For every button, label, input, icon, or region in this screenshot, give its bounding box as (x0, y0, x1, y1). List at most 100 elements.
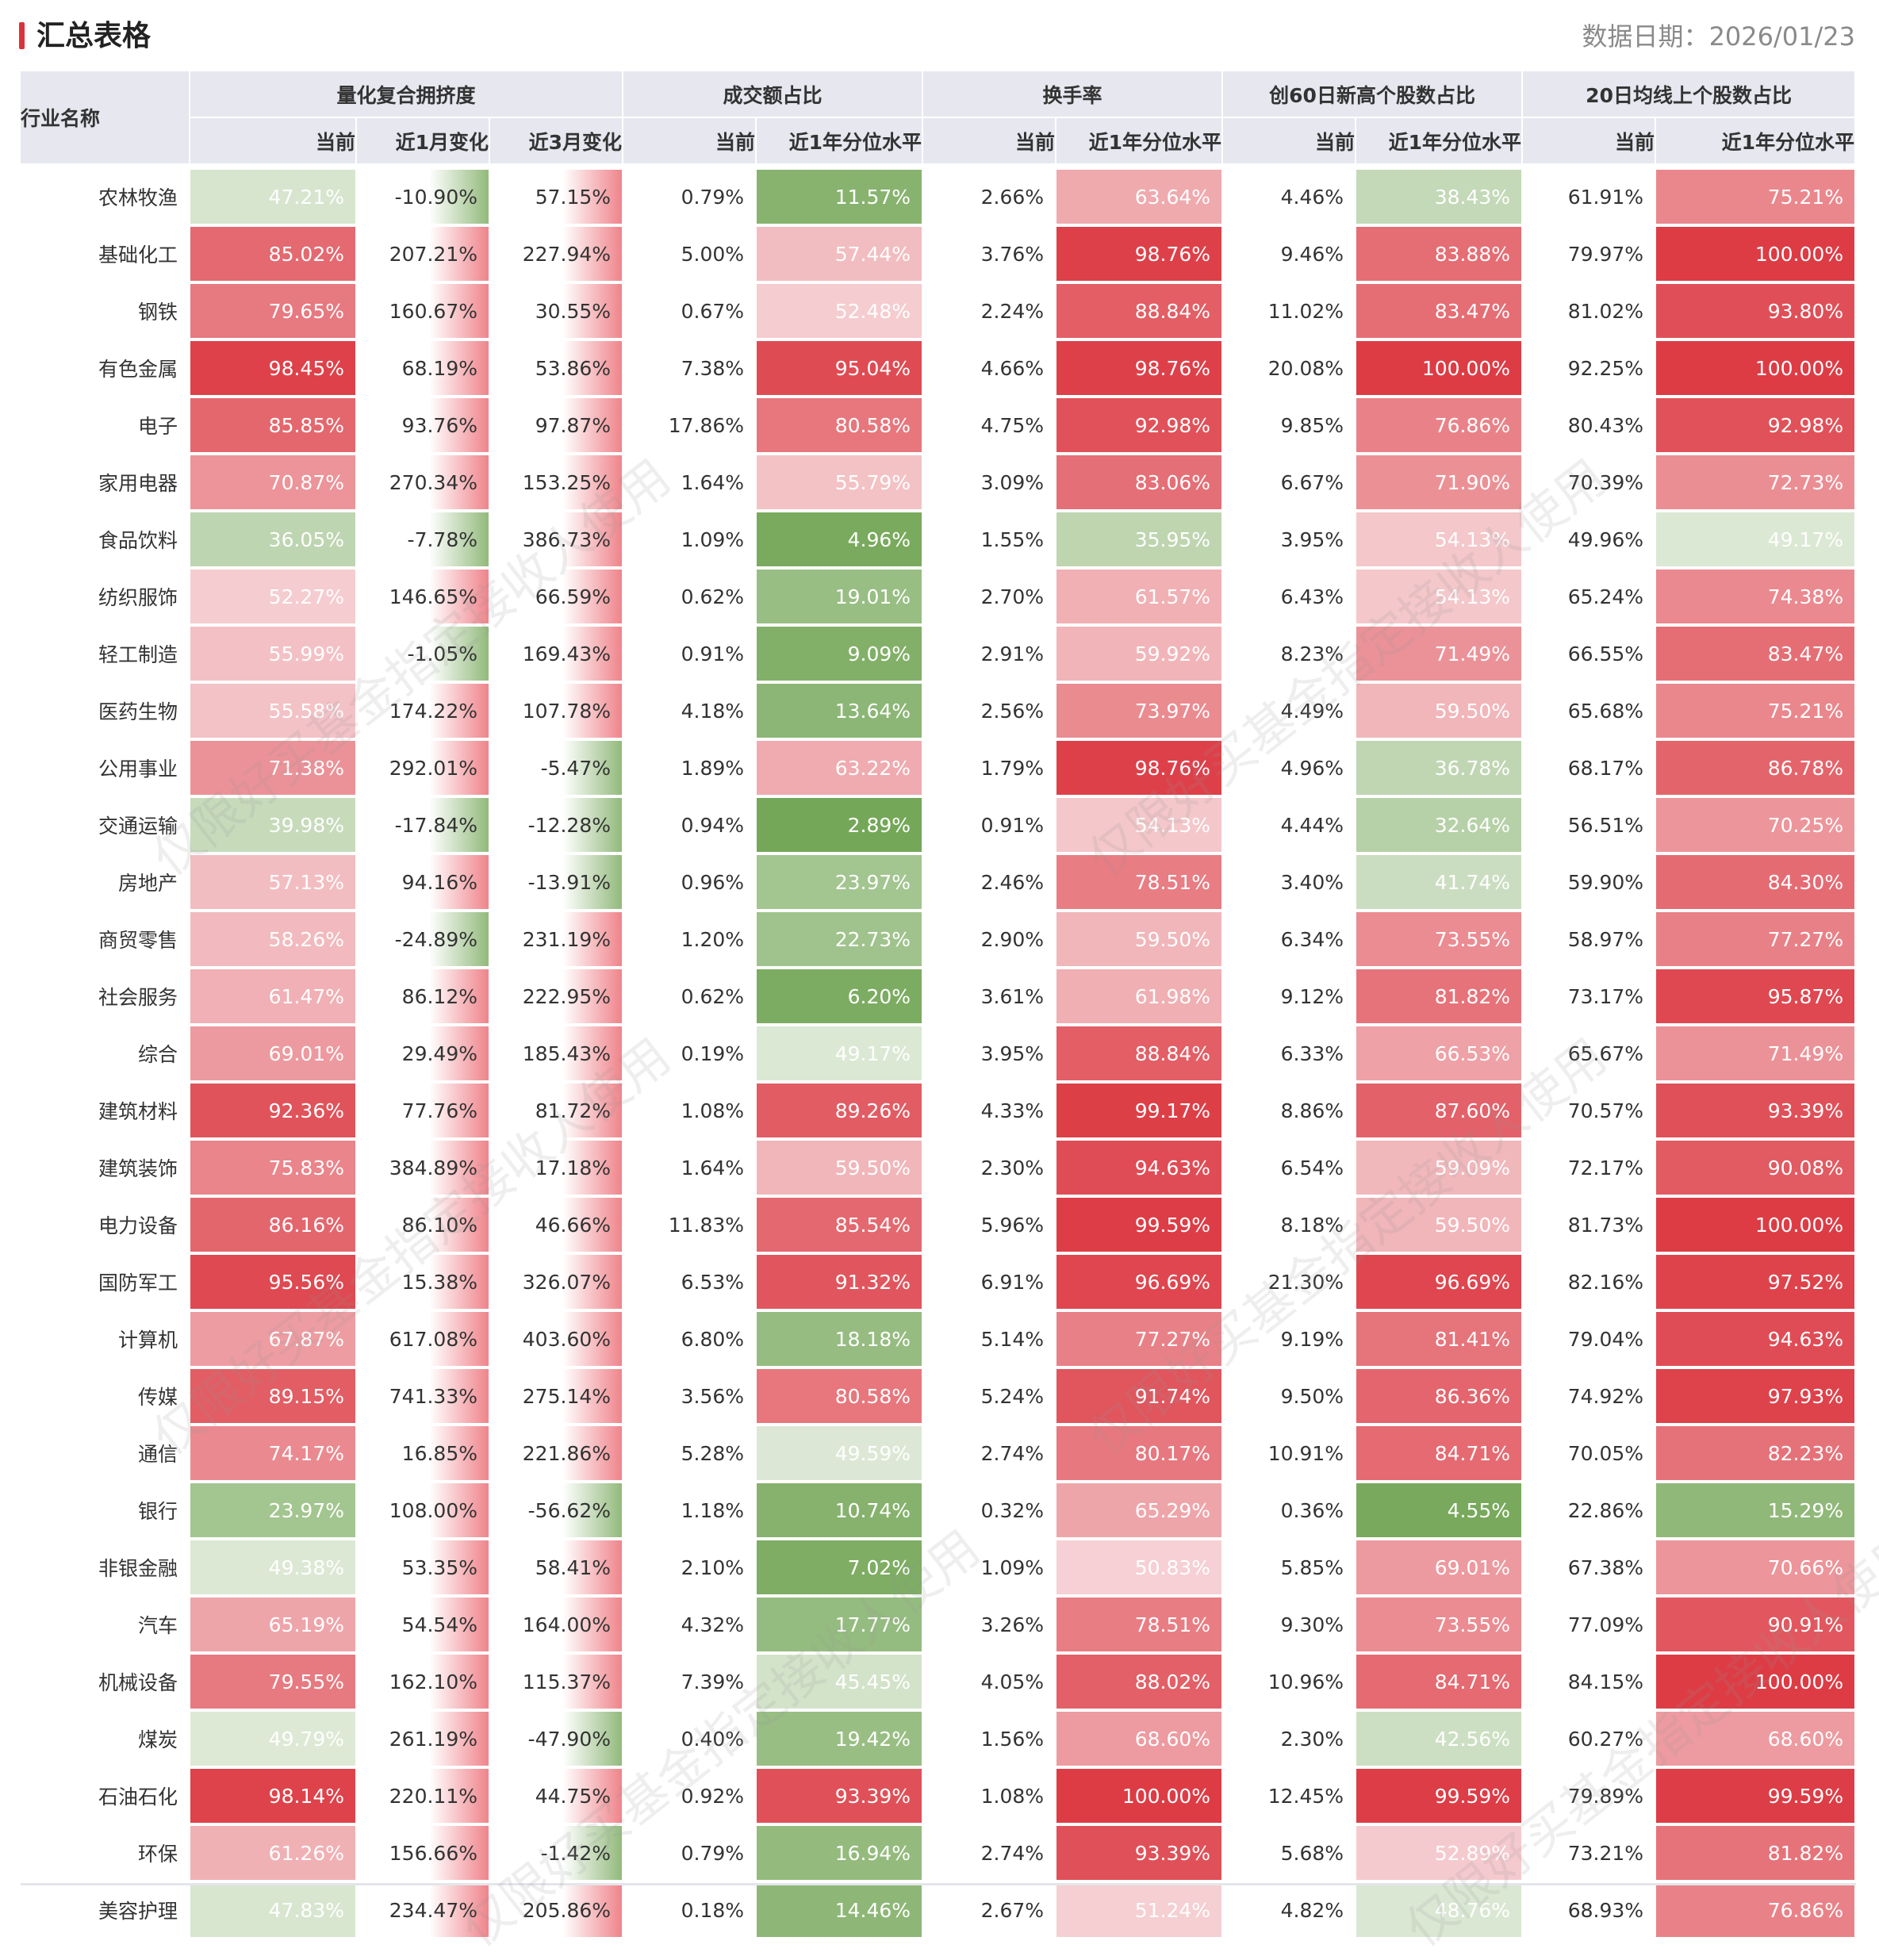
table-row[interactable]: 国防军工 95.56% 15.38% 326.07% 6.53% 91.32% 6.91% 9… (21, 1253, 1857, 1310)
industry-name-cell: 基础化工 (21, 225, 190, 282)
cell-new-high-1y-pct: 81.82% (1356, 968, 1524, 1025)
table-row[interactable]: 农林牧渔 47.21% -10.90% 57.15% 0.79% 11.57% 2.66% 6… (21, 165, 1857, 225)
cell-turnover-share-1y-pct: 10.74% (757, 1482, 924, 1539)
cell-turnover-share-1y-pct: 13.64% (757, 682, 924, 739)
table-row[interactable]: 社会服务 61.47% 86.12% 222.95% 0.62% 6.20% 3.61% 61… (21, 968, 1857, 1025)
cell-turnover-share-current: 0.62% (623, 568, 757, 625)
table-row[interactable]: 建筑材料 92.36% 77.76% 81.72% 1.08% 89.26% 4.33% 99… (21, 1082, 1857, 1139)
table-row[interactable]: 机械设备 79.55% 162.10% 115.37% 7.39% 45.45% 4.05%… (21, 1653, 1857, 1710)
cell-crowding-1m-change: -17.84% (357, 796, 490, 853)
cell-crowding-3m-change: 44.75% (490, 1767, 624, 1824)
column-header-crowding-1m-change[interactable]: 近1月变化 (357, 118, 490, 165)
column-header-crowding-3m-change[interactable]: 近3月变化 (490, 118, 624, 165)
cell-crowding-current: 79.55% (190, 1653, 357, 1710)
table-row[interactable]: 非银金融 49.38% 53.35% 58.41% 2.10% 7.02% 1.09% 50.… (21, 1539, 1857, 1596)
table-row[interactable]: 食品饮料 36.05% -7.78% 386.73% 1.09% 4.96% 1.55% 35… (21, 511, 1857, 568)
cell-ma20-1y-pct: 100.00% (1656, 1653, 1857, 1710)
table-row[interactable]: 石油石化 98.14% 220.11% 44.75% 0.92% 93.39% 1.08% 1… (21, 1767, 1857, 1824)
cell-new-high-1y-pct: 38.43% (1356, 165, 1524, 225)
table-row[interactable]: 计算机 67.87% 617.08% 403.60% 6.80% 18.18% 5.14% 7… (21, 1310, 1857, 1367)
cell-turnover-rate-current: 1.55% (923, 511, 1057, 568)
cell-crowding-1m-change: 93.76% (357, 397, 490, 454)
column-header-new-high-1y-pct[interactable]: 近1年分位水平 (1356, 118, 1524, 165)
column-header-crowding-current[interactable]: 当前 (190, 118, 357, 165)
table-row[interactable]: 通信 74.17% 16.85% 221.86% 5.28% 49.59% 2.74% 80.… (21, 1425, 1857, 1482)
cell-crowding-3m-change: 107.78% (490, 682, 624, 739)
cell-turnover-rate-1y-pct: 91.74% (1056, 1367, 1224, 1425)
cell-turnover-share-1y-pct: 80.58% (757, 1367, 924, 1425)
cell-ma20-1y-pct: 77.27% (1656, 911, 1857, 968)
table-row[interactable]: 环保 61.26% 156.66% -1.42% 0.79% 16.94% 2.74% 93.… (21, 1824, 1857, 1881)
page-title: 汇总表格 (36, 20, 151, 52)
cell-crowding-current: 55.99% (190, 625, 357, 682)
cell-turnover-share-current: 5.28% (623, 1425, 757, 1482)
table-row[interactable]: 钢铁 79.65% 160.67% 30.55% 0.67% 52.48% 2.24% 88.… (21, 282, 1857, 339)
cell-new-high-1y-pct: 59.09% (1356, 1139, 1524, 1196)
table-row[interactable]: 煤炭 49.79% 261.19% -47.90% 0.40% 19.42% 1.56% 68… (21, 1710, 1857, 1767)
cell-turnover-rate-1y-pct: 78.51% (1056, 853, 1224, 911)
cell-turnover-share-1y-pct: 85.54% (757, 1196, 924, 1253)
cell-new-high-current: 21.30% (1223, 1253, 1357, 1310)
table-row[interactable]: 电子 85.85% 93.76% 97.87% 17.86% 80.58% 4.75% 92.… (21, 397, 1857, 454)
table-row[interactable]: 建筑装饰 75.83% 384.89% 17.18% 1.64% 59.50% 2.30% 9… (21, 1139, 1857, 1196)
column-header-turnover-share-current[interactable]: 当前 (623, 118, 757, 165)
cell-new-high-1y-pct: 59.50% (1356, 682, 1524, 739)
cell-crowding-1m-change: -10.90% (357, 165, 490, 225)
group-header-above-ma20-share: 20日均线上个股数占比 (1523, 71, 1857, 118)
cell-ma20-1y-pct: 97.93% (1656, 1367, 1857, 1425)
column-header-turnover-rate-current[interactable]: 当前 (923, 118, 1057, 165)
table-row[interactable]: 医药生物 55.58% 174.22% 107.78% 4.18% 13.64% 2.56%… (21, 682, 1857, 739)
cell-ma20-1y-pct: 95.87% (1656, 968, 1857, 1025)
table-row[interactable]: 传媒 89.15% 741.33% 275.14% 3.56% 80.58% 5.24% 91… (21, 1367, 1857, 1425)
cell-turnover-share-1y-pct: 95.04% (757, 339, 924, 397)
cell-crowding-current: 52.27% (190, 568, 357, 625)
table-row[interactable]: 电力设备 86.16% 86.10% 46.66% 11.83% 85.54% 5.96% 9… (21, 1196, 1857, 1253)
table-row[interactable]: 商贸零售 58.26% -24.89% 231.19% 1.20% 22.73% 2.90%… (21, 911, 1857, 968)
column-header-turnover-share-1y-pct[interactable]: 近1年分位水平 (757, 118, 924, 165)
cell-turnover-share-1y-pct: 18.18% (757, 1310, 924, 1367)
cell-turnover-share-current: 0.19% (623, 1025, 757, 1082)
cell-ma20-current: 49.96% (1523, 511, 1657, 568)
table-row[interactable]: 汽车 65.19% 54.54% 164.00% 4.32% 17.77% 3.26% 78.… (21, 1596, 1857, 1653)
table-row[interactable]: 美容护理 47.83% 234.47% 205.86% 0.18% 14.46% 2.67%… (21, 1881, 1857, 1939)
cell-turnover-rate-1y-pct: 99.17% (1056, 1082, 1224, 1139)
cell-turnover-share-current: 0.18% (623, 1881, 757, 1939)
table-row[interactable]: 综合 69.01% 29.49% 185.43% 0.19% 49.17% 3.95% 88.… (21, 1025, 1857, 1082)
table-row[interactable]: 房地产 57.13% 94.16% -13.91% 0.96% 23.97% 2.46% 78… (21, 853, 1857, 911)
table-row[interactable]: 有色金属 98.45% 68.19% 53.86% 7.38% 95.04% 4.66% 98… (21, 339, 1857, 397)
column-header-new-high-current[interactable]: 当前 (1223, 118, 1357, 165)
cell-crowding-1m-change: 162.10% (357, 1653, 490, 1710)
cell-turnover-rate-1y-pct: 88.84% (1056, 1025, 1224, 1082)
cell-ma20-current: 66.55% (1523, 625, 1657, 682)
column-header-ma20-current[interactable]: 当前 (1523, 118, 1657, 165)
cell-new-high-1y-pct: 4.55% (1356, 1482, 1524, 1539)
cell-new-high-current: 4.82% (1223, 1881, 1357, 1939)
table-row[interactable]: 银行 23.97% 108.00% -56.62% 1.18% 10.74% 0.32% 65… (21, 1482, 1857, 1539)
table-row[interactable]: 纺织服饰 52.27% 146.65% 66.59% 0.62% 19.01% 2.70% 6… (21, 568, 1857, 625)
column-header-ma20-1y-pct[interactable]: 近1年分位水平 (1656, 118, 1857, 165)
cell-turnover-rate-1y-pct: 92.98% (1056, 397, 1224, 454)
cell-new-high-1y-pct: 86.36% (1356, 1367, 1524, 1425)
table-row[interactable]: 公用事业 71.38% 292.01% -5.47% 1.89% 63.22% 1.79% 9… (21, 739, 1857, 796)
column-header-industry-name[interactable]: 行业名称 (21, 71, 190, 165)
cell-new-high-current: 4.49% (1223, 682, 1357, 739)
cell-ma20-1y-pct: 75.21% (1656, 682, 1857, 739)
industry-name-cell: 钢铁 (21, 282, 190, 339)
table-row[interactable]: 轻工制造 55.99% -1.05% 169.43% 0.91% 9.09% 2.91% 59… (21, 625, 1857, 682)
cell-turnover-rate-current: 3.09% (923, 454, 1057, 511)
column-header-turnover-rate-1y-pct[interactable]: 近1年分位水平 (1056, 118, 1224, 165)
table-body: 农林牧渔 47.21% -10.90% 57.15% 0.79% 11.57% 2.66% 6… (21, 165, 1857, 1939)
cell-new-high-current: 4.46% (1223, 165, 1357, 225)
cell-turnover-share-current: 1.20% (623, 911, 757, 968)
cell-turnover-rate-current: 2.56% (923, 682, 1057, 739)
cell-new-high-current: 3.95% (1223, 511, 1357, 568)
cell-crowding-1m-change: 108.00% (357, 1482, 490, 1539)
industry-name-cell: 石油石化 (21, 1767, 190, 1824)
table-row[interactable]: 基础化工 85.02% 207.21% 227.94% 5.00% 57.44% 3.76%… (21, 225, 1857, 282)
cell-turnover-share-current: 0.40% (623, 1710, 757, 1767)
group-header-new-high-share: 创60日新高个股数占比 (1223, 71, 1524, 118)
cell-turnover-rate-current: 1.09% (923, 1539, 1057, 1596)
cell-new-high-current: 9.85% (1223, 397, 1357, 454)
table-row[interactable]: 交通运输 39.98% -17.84% -12.28% 0.94% 2.89% 0.91% 5… (21, 796, 1857, 853)
table-row[interactable]: 家用电器 70.87% 270.34% 153.25% 1.64% 55.79% 3.09%… (21, 454, 1857, 511)
